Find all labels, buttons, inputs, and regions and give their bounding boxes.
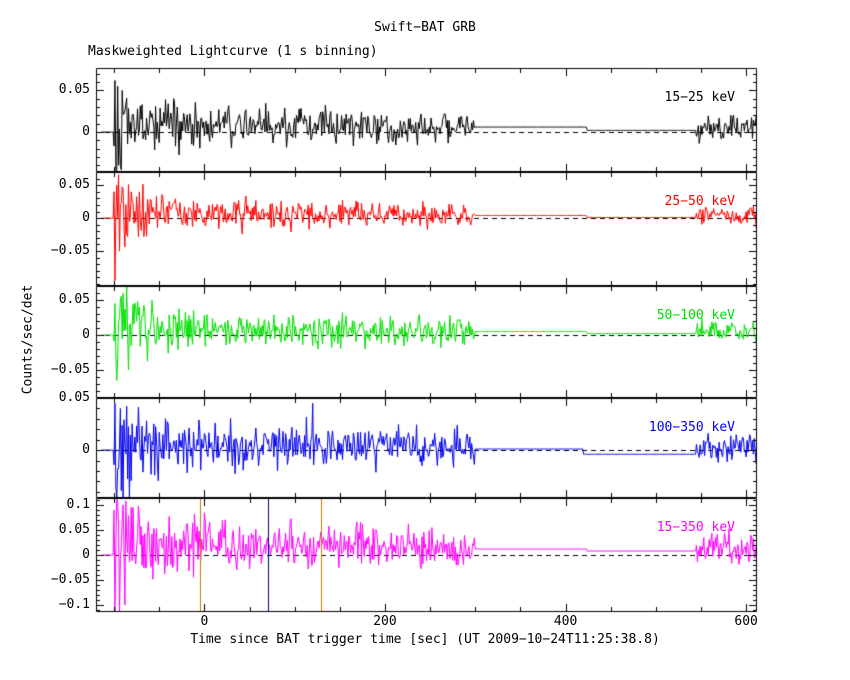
chart-subtitle: Maskweighted Lightcurve (1 s binning) — [88, 44, 378, 59]
y-tick-label: 0.1 — [66, 497, 90, 512]
x-axis-label: Time since BAT trigger time [sec] (UT 20… — [190, 632, 660, 647]
panel-label: 100−350 keV — [648, 420, 735, 435]
y-tick-label: −0.1 — [58, 597, 90, 612]
y-tick-label: 0 — [82, 327, 90, 342]
y-tick-label: 0.05 — [58, 177, 90, 193]
chart-title: Swift−BAT GRB — [374, 20, 476, 35]
y-tick-label: −0.05 — [50, 362, 90, 377]
y-tick-label: −0.05 — [50, 243, 90, 259]
y-tick-label: 0.05 — [58, 390, 90, 405]
y-tick-label: 0.05 — [58, 82, 90, 98]
y-tick-label: 0 — [82, 442, 90, 458]
x-tick-label: 400 — [553, 614, 578, 629]
x-tick-label: 0 — [200, 614, 209, 629]
y-tick-label: 0 — [82, 210, 90, 226]
y-tick-label: 0.05 — [58, 522, 90, 537]
panel-label: 15−350 keV — [656, 520, 735, 535]
y-tick-label: 0.05 — [58, 292, 90, 307]
y-tick-label: −0.05 — [50, 572, 90, 587]
y-tick-label: 0 — [82, 547, 90, 562]
panel-label: 25−50 keV — [664, 194, 735, 209]
panel-label: 15−25 keV — [664, 90, 735, 105]
x-tick-label: 600 — [734, 614, 758, 629]
x-tick-label: 200 — [373, 614, 397, 629]
y-tick-label: 0 — [82, 124, 90, 140]
panel-label: 50−100 keV — [656, 308, 735, 323]
